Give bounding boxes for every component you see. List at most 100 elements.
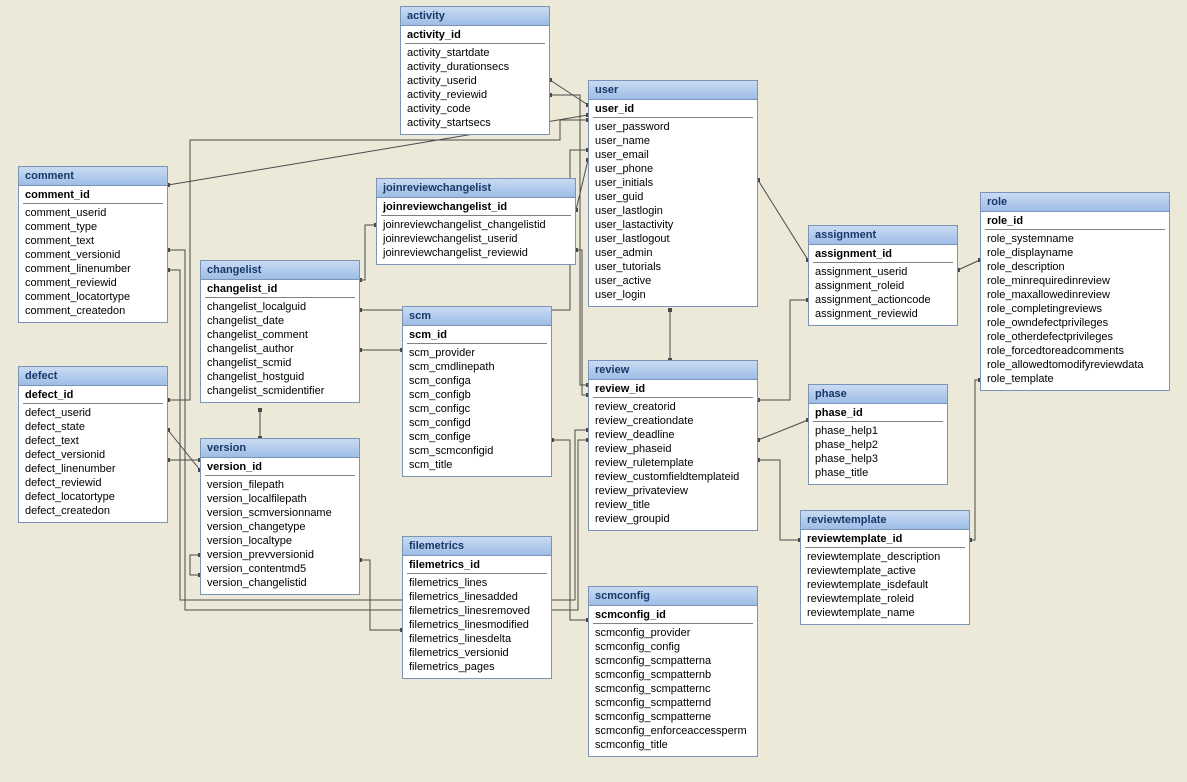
- field-comment-comment_createdon[interactable]: comment_createdon: [23, 304, 163, 318]
- entity-role[interactable]: rolerole_idrole_systemnamerole_displayna…: [980, 192, 1170, 391]
- field-scm-scm_id[interactable]: scm_id: [407, 328, 547, 344]
- entity-defect[interactable]: defectdefect_iddefect_useriddefect_state…: [18, 366, 168, 523]
- field-reviewtemplate-reviewtemplate_id[interactable]: reviewtemplate_id: [805, 532, 965, 548]
- field-user-user_password[interactable]: user_password: [593, 120, 753, 134]
- entity-reviewtemplate[interactable]: reviewtemplate reviewtemplate_id reviewtem…: [800, 510, 970, 625]
- entity-header-phase[interactable]: phase: [809, 385, 947, 404]
- entity-header-changelist[interactable]: changelist: [201, 261, 359, 280]
- field-defect-defect_locatortype[interactable]: defect_locatortype: [23, 490, 163, 504]
- field-defect-defect_state[interactable]: defect_state: [23, 420, 163, 434]
- field-activity-activity_reviewid[interactable]: activity_reviewid: [405, 88, 545, 102]
- entity-scm[interactable]: scmscm_idscm_providerscm_cmdlinepathscm_…: [402, 306, 552, 477]
- field-changelist-changelist_author[interactable]: changelist_author: [205, 342, 355, 356]
- field-activity-activity_startdate[interactable]: activity_startdate: [405, 46, 545, 60]
- field-scm-scm_scmconfigid[interactable]: scm_scmconfigid: [407, 444, 547, 458]
- entity-header-assignment[interactable]: assignment: [809, 226, 957, 245]
- field-role-role_systemname[interactable]: role_systemname: [985, 232, 1165, 246]
- field-defect-defect_id[interactable]: defect_id: [23, 388, 163, 404]
- entity-joinreviewchangelist[interactable]: joinreviewchangelist joinreviewchangelist…: [376, 178, 576, 265]
- entity-changelist[interactable]: changelistchangelist_idchangelist_localg…: [200, 260, 360, 403]
- field-version-version_filepath[interactable]: version_filepath: [205, 478, 355, 492]
- field-defect-defect_linenumber[interactable]: defect_linenumber: [23, 462, 163, 476]
- field-user-user_login[interactable]: user_login: [593, 288, 753, 302]
- entity-header-version[interactable]: version: [201, 439, 359, 458]
- field-version-version_id[interactable]: version_id: [205, 460, 355, 476]
- entity-header-scmconfig[interactable]: scmconfig: [589, 587, 757, 606]
- entity-user[interactable]: useruser_iduser_passworduser_nameuser_em…: [588, 80, 758, 307]
- field-version-version_localfilepath[interactable]: version_localfilepath: [205, 492, 355, 506]
- entity-header-filemetrics[interactable]: filemetrics: [403, 537, 551, 556]
- field-scmconfig-scmconfig_title[interactable]: scmconfig_title: [593, 738, 753, 752]
- field-version-version_prevversionid[interactable]: version_prevversionid: [205, 548, 355, 562]
- field-filemetrics-filemetrics_versionid[interactable]: filemetrics_versionid: [407, 646, 547, 660]
- field-user-user_active[interactable]: user_active: [593, 274, 753, 288]
- field-scm-scm_configa[interactable]: scm_configa: [407, 374, 547, 388]
- field-filemetrics-filemetrics_id[interactable]: filemetrics_id: [407, 558, 547, 574]
- field-joinreviewchangelist-joinreviewchangelist_userid[interactable]: joinreviewchangelist_userid: [381, 232, 571, 246]
- field-activity-activity_userid[interactable]: activity_userid: [405, 74, 545, 88]
- field-review-review_creatorid[interactable]: review_creatorid: [593, 400, 753, 414]
- field-role-role_id[interactable]: role_id: [985, 214, 1165, 230]
- field-comment-comment_userid[interactable]: comment_userid: [23, 206, 163, 220]
- field-joinreviewchangelist-joinreviewchangelist_reviewid[interactable]: joinreviewchangelist_reviewid: [381, 246, 571, 260]
- field-user-user_id[interactable]: user_id: [593, 102, 753, 118]
- field-version-version_localtype[interactable]: version_localtype: [205, 534, 355, 548]
- field-scmconfig-scmconfig_scmpatternd[interactable]: scmconfig_scmpatternd: [593, 696, 753, 710]
- field-role-role_forcedtoreadcomments[interactable]: role_forcedtoreadcomments: [985, 344, 1165, 358]
- field-reviewtemplate-reviewtemplate_isdefault[interactable]: reviewtemplate_isdefault: [805, 578, 965, 592]
- field-changelist-changelist_scmid[interactable]: changelist_scmid: [205, 356, 355, 370]
- field-role-role_owndefectprivileges[interactable]: role_owndefectprivileges: [985, 316, 1165, 330]
- field-changelist-changelist_localguid[interactable]: changelist_localguid: [205, 300, 355, 314]
- field-version-version_changetype[interactable]: version_changetype: [205, 520, 355, 534]
- field-scmconfig-scmconfig_scmpatterne[interactable]: scmconfig_scmpatterne: [593, 710, 753, 724]
- field-assignment-assignment_id[interactable]: assignment_id: [813, 247, 953, 263]
- field-version-version_changelistid[interactable]: version_changelistid: [205, 576, 355, 590]
- field-defect-defect_text[interactable]: defect_text: [23, 434, 163, 448]
- field-version-version_scmversionname[interactable]: version_scmversionname: [205, 506, 355, 520]
- field-role-role_description[interactable]: role_description: [985, 260, 1165, 274]
- field-role-role_displayname[interactable]: role_displayname: [985, 246, 1165, 260]
- field-review-review_title[interactable]: review_title: [593, 498, 753, 512]
- entity-header-comment[interactable]: comment: [19, 167, 167, 186]
- field-scmconfig-scmconfig_id[interactable]: scmconfig_id: [593, 608, 753, 624]
- field-phase-phase_help1[interactable]: phase_help1: [813, 424, 943, 438]
- field-scm-scm_configb[interactable]: scm_configb: [407, 388, 547, 402]
- field-changelist-changelist_scmidentifier[interactable]: changelist_scmidentifier: [205, 384, 355, 398]
- field-user-user_initials[interactable]: user_initials: [593, 176, 753, 190]
- entity-header-reviewtemplate[interactable]: reviewtemplate: [801, 511, 969, 530]
- field-filemetrics-filemetrics_lines[interactable]: filemetrics_lines: [407, 576, 547, 590]
- entity-header-joinreviewchangelist[interactable]: joinreviewchangelist: [377, 179, 575, 198]
- field-scmconfig-scmconfig_scmpatternc[interactable]: scmconfig_scmpatternc: [593, 682, 753, 696]
- field-review-review_customfieldtemplateid[interactable]: review_customfieldtemplateid: [593, 470, 753, 484]
- entity-header-defect[interactable]: defect: [19, 367, 167, 386]
- entity-activity[interactable]: activityactivity_idactivity_startdateact…: [400, 6, 550, 135]
- field-review-review_ruletemplate[interactable]: review_ruletemplate: [593, 456, 753, 470]
- field-scm-scm_configd[interactable]: scm_configd: [407, 416, 547, 430]
- field-user-user_admin[interactable]: user_admin: [593, 246, 753, 260]
- field-user-user_email[interactable]: user_email: [593, 148, 753, 162]
- field-user-user_lastlogin[interactable]: user_lastlogin: [593, 204, 753, 218]
- field-review-review_privateview[interactable]: review_privateview: [593, 484, 753, 498]
- field-filemetrics-filemetrics_linesadded[interactable]: filemetrics_linesadded: [407, 590, 547, 604]
- field-scm-scm_cmdlinepath[interactable]: scm_cmdlinepath: [407, 360, 547, 374]
- field-user-user_tutorials[interactable]: user_tutorials: [593, 260, 753, 274]
- field-reviewtemplate-reviewtemplate_name[interactable]: reviewtemplate_name: [805, 606, 965, 620]
- entity-header-activity[interactable]: activity: [401, 7, 549, 26]
- field-assignment-assignment_reviewid[interactable]: assignment_reviewid: [813, 307, 953, 321]
- field-changelist-changelist_comment[interactable]: changelist_comment: [205, 328, 355, 342]
- field-scm-scm_confige[interactable]: scm_confige: [407, 430, 547, 444]
- field-comment-comment_linenumber[interactable]: comment_linenumber: [23, 262, 163, 276]
- field-review-review_creationdate[interactable]: review_creationdate: [593, 414, 753, 428]
- entity-filemetrics[interactable]: filemetrics filemetrics_id filemetrics_lin…: [402, 536, 552, 679]
- field-comment-comment_locatortype[interactable]: comment_locatortype: [23, 290, 163, 304]
- entity-header-scm[interactable]: scm: [403, 307, 551, 326]
- entity-assignment[interactable]: assignmentassignment_idassignment_userid…: [808, 225, 958, 326]
- field-filemetrics-filemetrics_linesdelta[interactable]: filemetrics_linesdelta: [407, 632, 547, 646]
- field-scm-scm_configc[interactable]: scm_configc: [407, 402, 547, 416]
- field-user-user_phone[interactable]: user_phone: [593, 162, 753, 176]
- entity-review[interactable]: reviewreview_idreview_creatoridreview_cr…: [588, 360, 758, 531]
- field-defect-defect_versionid[interactable]: defect_versionid: [23, 448, 163, 462]
- field-assignment-assignment_roleid[interactable]: assignment_roleid: [813, 279, 953, 293]
- field-filemetrics-filemetrics_pages[interactable]: filemetrics_pages: [407, 660, 547, 674]
- field-role-role_template[interactable]: role_template: [985, 372, 1165, 386]
